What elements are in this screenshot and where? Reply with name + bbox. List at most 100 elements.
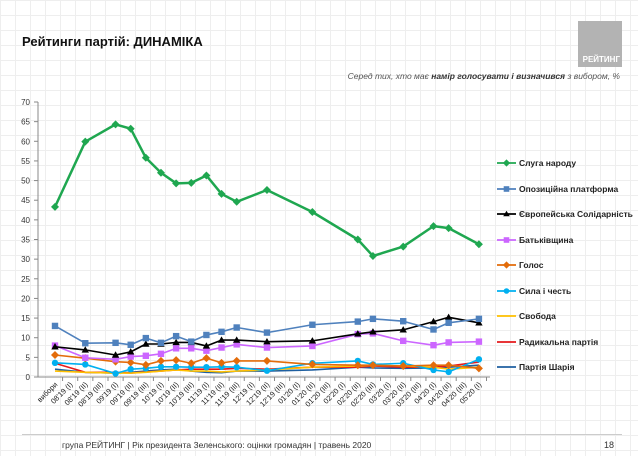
data-point xyxy=(82,361,89,368)
data-point xyxy=(112,356,119,363)
data-point xyxy=(369,328,377,335)
data-point xyxy=(262,186,271,194)
legend-label: Батьківщина xyxy=(519,234,574,245)
data-point xyxy=(430,341,437,349)
data-point xyxy=(172,363,180,370)
data-point xyxy=(308,337,317,344)
legend-item: Свобода xyxy=(497,310,633,336)
data-point xyxy=(142,352,150,359)
legend-marker xyxy=(503,287,510,294)
series-4 xyxy=(51,351,483,373)
subtitle-part: з вибором, % xyxy=(565,71,620,81)
logo-text: РЕЙТИНГ xyxy=(582,55,620,64)
series-1 xyxy=(51,315,483,348)
legend-item: Сила і честь xyxy=(497,285,633,311)
legend-swatch-icon xyxy=(497,236,516,243)
data-point xyxy=(399,362,408,370)
legend-label: Радикальна партія xyxy=(519,336,599,347)
data-point xyxy=(142,340,150,347)
data-point xyxy=(233,324,240,331)
y-tick-label: 60 xyxy=(21,137,30,146)
data-point xyxy=(51,359,59,367)
data-point xyxy=(218,344,225,351)
legend-item: Слуга народу xyxy=(497,157,633,183)
data-point xyxy=(187,359,196,368)
data-point xyxy=(444,313,453,320)
y-tick-label: 35 xyxy=(21,236,30,245)
legend-marker xyxy=(502,261,511,269)
data-point xyxy=(126,124,135,133)
y-tick-label: 10 xyxy=(21,334,30,343)
data-point xyxy=(217,336,226,343)
data-point xyxy=(51,343,59,350)
data-point xyxy=(127,341,134,348)
data-point xyxy=(475,315,483,323)
y-tick-label: 0 xyxy=(26,373,31,382)
legend-swatch-icon xyxy=(497,159,516,167)
data-point xyxy=(445,319,452,326)
data-point xyxy=(112,339,119,347)
data-point xyxy=(202,171,211,180)
legend-item: Радикальна партія xyxy=(497,336,633,362)
legend-marker xyxy=(503,236,510,243)
y-tick-label: 50 xyxy=(21,177,30,186)
data-point xyxy=(188,345,195,352)
footer-divider xyxy=(22,434,622,435)
data-point xyxy=(430,366,437,374)
legend-label: Слуга народу xyxy=(519,158,577,168)
subtitle-emphasis: намір голосувати і визначився xyxy=(431,71,566,81)
data-point xyxy=(111,351,120,358)
data-point xyxy=(353,361,362,370)
data-point xyxy=(127,365,134,373)
data-point xyxy=(172,179,181,188)
data-point xyxy=(400,337,407,345)
data-point xyxy=(127,348,135,355)
y-tick-label: 20 xyxy=(21,294,30,303)
legend-swatch-icon xyxy=(497,210,516,217)
legend-item: Опозиційна платформа xyxy=(497,183,633,209)
data-point xyxy=(429,222,438,231)
data-point xyxy=(475,319,483,326)
legend-swatch-icon xyxy=(497,315,516,317)
data-point xyxy=(263,329,271,336)
data-point xyxy=(217,189,226,198)
data-point xyxy=(202,354,211,363)
data-point xyxy=(141,153,150,162)
data-point xyxy=(232,197,241,206)
data-point xyxy=(445,368,452,376)
page-number: 18 xyxy=(604,440,615,450)
legend-marker xyxy=(503,210,510,217)
data-point xyxy=(399,242,408,251)
data-point xyxy=(444,361,453,370)
data-point xyxy=(203,347,210,354)
data-point xyxy=(444,224,453,233)
legend-item: Батьківщина xyxy=(497,234,633,260)
data-point xyxy=(81,346,89,353)
subtitle-part: Серед тих, хто має xyxy=(347,71,432,81)
data-point xyxy=(368,361,377,370)
data-point xyxy=(354,318,361,325)
data-point xyxy=(187,178,196,187)
legend-swatch-icon xyxy=(497,287,516,294)
data-point xyxy=(308,208,317,216)
chart-subtitle: Серед тих, хто має намір голосувати і ви… xyxy=(348,71,620,81)
page-title: Рейтинги партій: ДИНАМІКА xyxy=(22,34,203,49)
data-point xyxy=(202,342,211,349)
data-point xyxy=(156,356,165,365)
data-point xyxy=(51,351,59,359)
data-point xyxy=(354,357,361,365)
y-tick-label: 25 xyxy=(21,275,30,284)
data-point xyxy=(82,354,89,361)
data-point xyxy=(429,361,438,370)
data-point xyxy=(111,120,120,129)
data-point xyxy=(399,326,407,333)
legend-label: Свобода xyxy=(519,311,556,321)
data-point xyxy=(368,252,377,260)
data-point xyxy=(81,137,90,146)
data-point xyxy=(263,344,271,351)
data-point xyxy=(308,360,317,369)
data-point xyxy=(127,353,134,360)
data-point xyxy=(430,326,437,333)
legend-swatch-icon xyxy=(497,366,516,368)
